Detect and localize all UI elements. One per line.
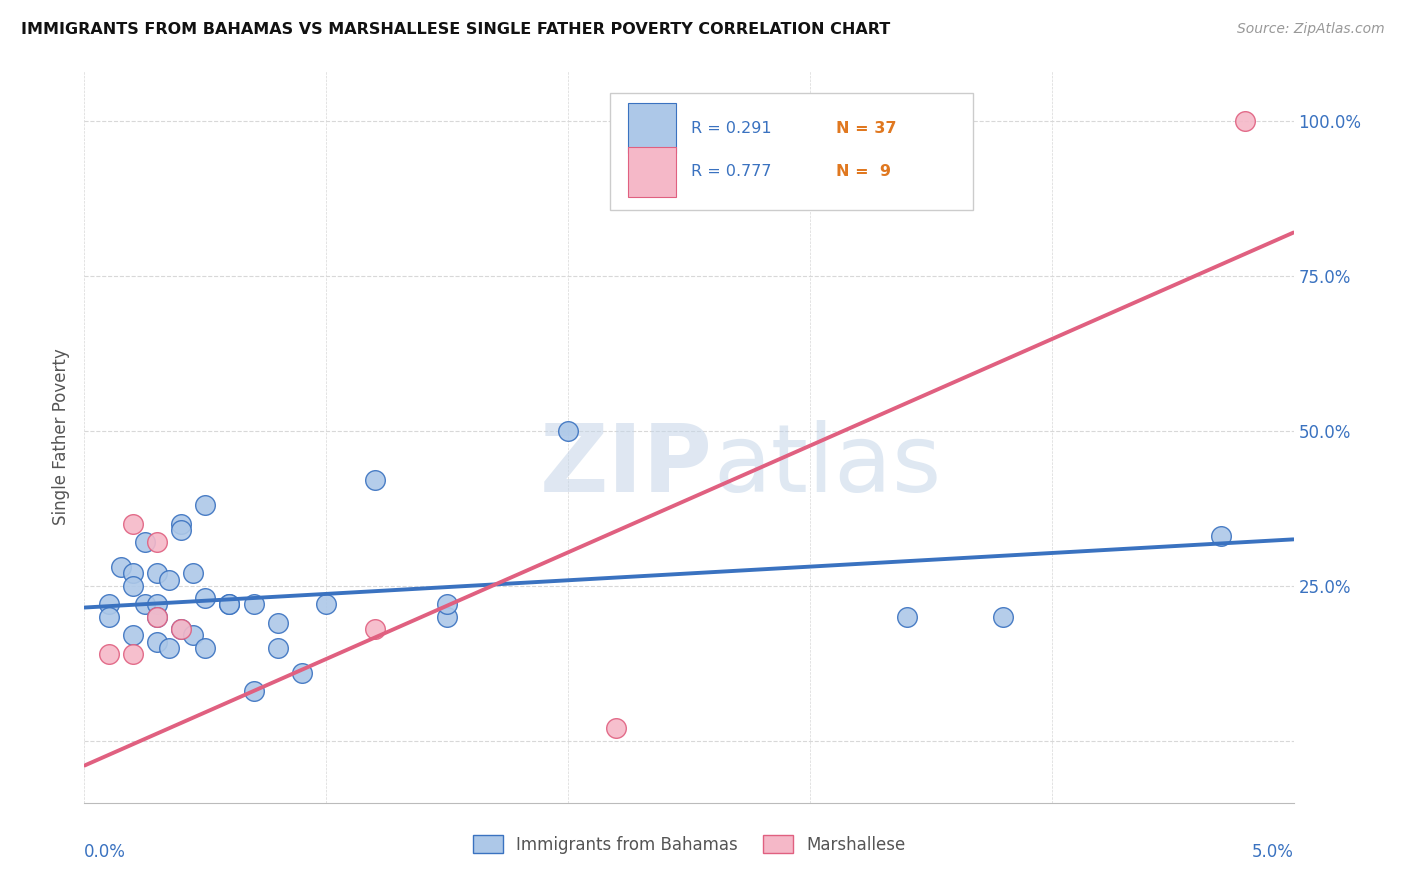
Text: atlas: atlas [713, 420, 942, 512]
Point [1209, 529, 1232, 543]
Point [121, 566, 143, 581]
Point [181, 566, 204, 581]
Legend: Immigrants from Bahamas, Marshallese: Immigrants from Bahamas, Marshallese [465, 829, 912, 860]
Point [242, 598, 264, 612]
Point [121, 647, 143, 661]
Text: Source: ZipAtlas.com: Source: ZipAtlas.com [1237, 22, 1385, 37]
Point [170, 622, 193, 636]
Point [146, 598, 169, 612]
Point [242, 684, 264, 698]
Point [1234, 114, 1257, 128]
Point [557, 424, 579, 438]
Point [146, 566, 169, 581]
Point [605, 722, 627, 736]
FancyBboxPatch shape [628, 146, 676, 197]
Point [121, 516, 143, 531]
Point [896, 610, 918, 624]
Text: N =  9: N = 9 [837, 164, 891, 179]
Point [181, 628, 204, 642]
Text: R = 0.291: R = 0.291 [692, 120, 772, 136]
Y-axis label: Single Father Poverty: Single Father Poverty [52, 349, 70, 525]
Point [315, 598, 337, 612]
Point [436, 610, 458, 624]
Text: 5.0%: 5.0% [1251, 843, 1294, 861]
Point [121, 628, 143, 642]
Point [194, 498, 217, 512]
Point [291, 665, 314, 680]
Point [110, 560, 132, 574]
FancyBboxPatch shape [610, 94, 973, 211]
Point [97, 598, 120, 612]
Point [146, 634, 169, 648]
Point [157, 640, 180, 655]
Point [146, 610, 169, 624]
Point [218, 598, 240, 612]
Point [97, 610, 120, 624]
Point [146, 610, 169, 624]
Text: N = 37: N = 37 [837, 120, 897, 136]
Point [363, 622, 385, 636]
Point [170, 523, 193, 537]
Point [363, 474, 385, 488]
Point [121, 579, 143, 593]
Point [993, 610, 1015, 624]
Point [146, 535, 169, 549]
Point [134, 598, 156, 612]
Point [170, 622, 193, 636]
Point [157, 573, 180, 587]
Point [134, 535, 156, 549]
Point [218, 598, 240, 612]
Text: 0.0%: 0.0% [84, 843, 127, 861]
Point [267, 615, 290, 630]
Text: R = 0.777: R = 0.777 [692, 164, 772, 179]
Point [97, 647, 120, 661]
Point [170, 516, 193, 531]
Point [436, 598, 458, 612]
Text: IMMIGRANTS FROM BAHAMAS VS MARSHALLESE SINGLE FATHER POVERTY CORRELATION CHART: IMMIGRANTS FROM BAHAMAS VS MARSHALLESE S… [21, 22, 890, 37]
Point [194, 640, 217, 655]
Point [267, 640, 290, 655]
FancyBboxPatch shape [628, 103, 676, 153]
Text: ZIP: ZIP [540, 420, 713, 512]
Point [194, 591, 217, 606]
